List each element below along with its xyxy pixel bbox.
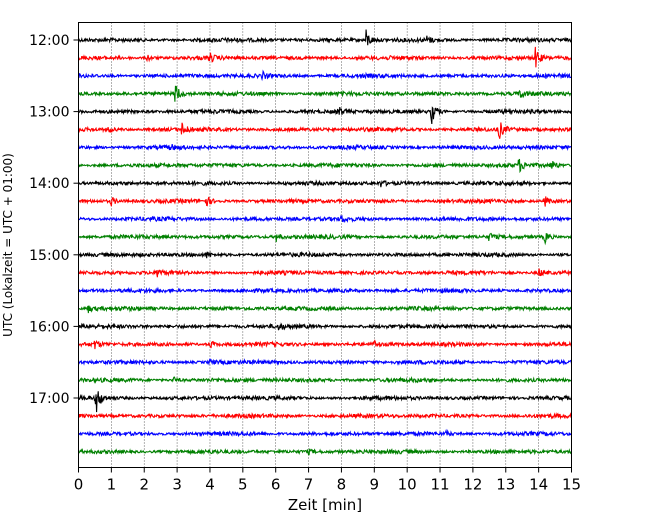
trace-line: [77, 286, 573, 295]
trace-line: [78, 376, 573, 384]
y-axis-label: UTC (Lokalzeit = UTC + 01:00): [1, 153, 15, 337]
trace-line: [78, 106, 573, 125]
y-tick-label: 16:00: [29, 319, 69, 335]
trace-line: [78, 179, 572, 188]
y-axis-ticks: 12:00 13:00 14:00 15:00 16:00 17:00: [29, 33, 79, 407]
trace-line: [77, 428, 572, 438]
trace-line: [78, 447, 572, 456]
y-tick-label: 15:00: [29, 248, 69, 264]
trace-line: [77, 322, 573, 331]
x-tick-label: 14: [529, 476, 548, 494]
x-axis-label: Zeit [min]: [288, 496, 362, 514]
trace-line: [77, 411, 573, 420]
x-tick-label: 6: [271, 476, 281, 494]
x-tick-label: 3: [172, 476, 182, 494]
x-tick-label: 12: [463, 476, 482, 494]
trace-line: [77, 143, 573, 152]
x-tick-label: 5: [238, 476, 248, 494]
trace-line: [77, 268, 573, 278]
x-axis-ticks: 0 1 2 3 4 5 6 7 8 9 10 11 12 13 14 15: [74, 467, 581, 494]
x-tick-label: 4: [205, 476, 215, 494]
seismic-traces: [77, 29, 573, 456]
trace-line: [77, 196, 572, 207]
y-tick-label: 12:00: [29, 33, 69, 49]
x-tick-label: 11: [430, 476, 449, 494]
trace-line: [78, 214, 572, 224]
x-tick-label: 10: [398, 476, 417, 494]
grid-lines: [111, 22, 539, 468]
trace-line: [78, 158, 572, 174]
trace-line: [78, 304, 572, 314]
trace-line: [78, 358, 573, 366]
trace-line: [78, 122, 573, 139]
trace-line: [78, 250, 572, 259]
x-tick-label: 7: [304, 476, 314, 494]
x-tick-label: 13: [496, 476, 515, 494]
trace-line: [77, 339, 573, 350]
trace-line: [77, 46, 573, 68]
x-tick-label: 9: [370, 476, 380, 494]
trace-line: [78, 232, 573, 246]
trace-line: [78, 29, 572, 46]
y-tick-label: 17:00: [29, 391, 69, 407]
y-tick-label: 14:00: [29, 176, 69, 192]
x-tick-label: 8: [337, 476, 347, 494]
trace-line: [77, 391, 573, 413]
x-tick-label: 2: [139, 476, 149, 494]
y-tick-label: 13:00: [29, 105, 69, 121]
x-tick-label: 0: [74, 476, 84, 494]
trace-line: [78, 85, 572, 102]
x-tick-label: 1: [107, 476, 117, 494]
x-tick-label: 15: [562, 476, 581, 494]
plot-frame: [78, 22, 572, 468]
trace-line: [78, 69, 572, 82]
